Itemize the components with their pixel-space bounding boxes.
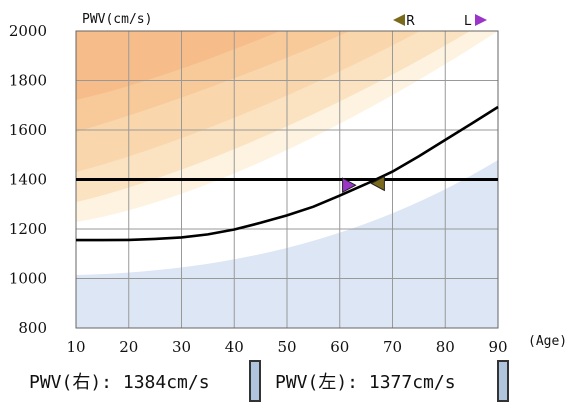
x-tick-label: 20 [119, 338, 138, 356]
pwv-left-readout: PWV(左): 1377cm/s [275, 372, 456, 393]
pwv-right-readout: PWV(右): 1384cm/s [29, 372, 210, 393]
y-tick-label: 2000 [9, 22, 47, 40]
x-tick-label: 50 [277, 338, 296, 356]
x-tick-label: 10 [66, 338, 85, 356]
pwv-left-swatch [497, 360, 509, 402]
marker-r [370, 175, 385, 192]
y-tick-label: 1600 [9, 121, 47, 139]
x-tick-label: 80 [436, 338, 455, 356]
legend-r: R [393, 14, 415, 29]
x-tick-label: 60 [330, 338, 349, 356]
legend-l: L [464, 14, 487, 29]
legend-l-triangle-icon [475, 14, 487, 26]
x-tick-label: 70 [383, 338, 402, 356]
marker-l [342, 177, 357, 194]
y-tick-label: 1800 [9, 72, 47, 90]
y-tick-label: 1400 [9, 171, 47, 189]
legend-r-triangle-icon [393, 14, 405, 26]
y-tick-label: 1000 [9, 270, 47, 288]
series-line [76, 105, 499, 242]
y-axis-title: PWV(cm/s) [82, 12, 152, 27]
y-tick-labels: 800 1000 1200 1400 1600 1800 2000 [9, 22, 47, 337]
legend-l-label: L [464, 14, 472, 29]
band-high-4 [76, 31, 280, 100]
x-tick-label: 30 [172, 338, 191, 356]
x-tick-labels: 10 20 30 40 50 60 70 80 90 [66, 338, 507, 356]
markers [342, 175, 385, 194]
x-tick-label: 40 [225, 338, 244, 356]
pwv-right-swatch [249, 360, 261, 402]
y-tick-label: 1200 [9, 220, 47, 238]
x-axis-title: (Age) [528, 334, 567, 349]
x-tick-label: 90 [488, 338, 507, 356]
pwv-chart: 800 1000 1200 1400 1600 1800 2000 10 20 30 40 50 60… [9, 12, 567, 356]
legend-r-label: R [406, 14, 415, 29]
y-tick-label: 800 [18, 319, 47, 337]
readout-bar: PWV(右): 1384cm/s PWV(左): 1377cm/s [0, 357, 576, 407]
